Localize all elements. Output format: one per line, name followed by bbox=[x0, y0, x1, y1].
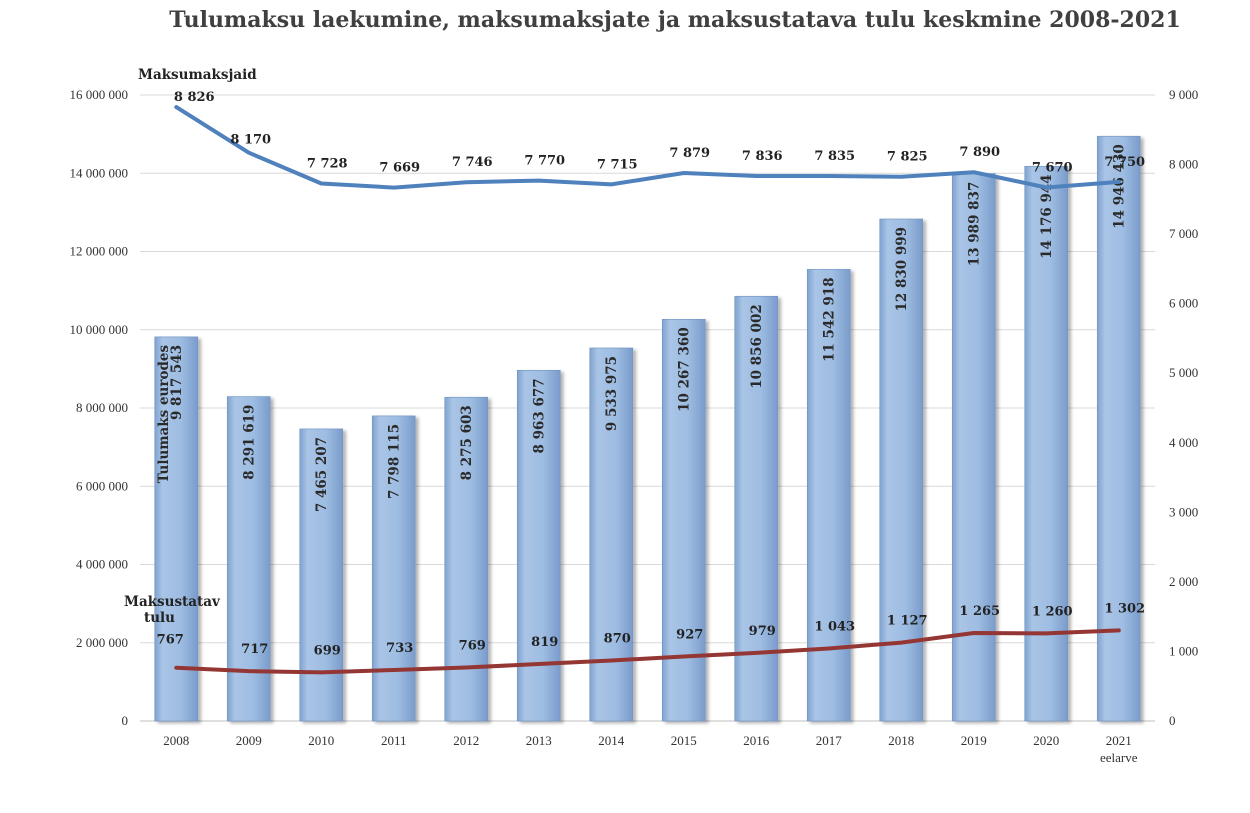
bar bbox=[154, 336, 199, 722]
right-axis-tick-label: 3 000 bbox=[1169, 504, 1198, 519]
right-axis-ticks: 0 1 000 2 000 3 000 4 000 5 000 6 000 7 000 8 00… bbox=[1169, 87, 1198, 728]
line-value-label: 1 043 bbox=[814, 619, 855, 634]
line-value-label: 767 bbox=[157, 633, 184, 648]
x-axis-tick-label: 2017 bbox=[816, 733, 843, 748]
left-axis-tick-label: 2 000 000 bbox=[76, 635, 128, 650]
line-series-name: Maksumaksjaid bbox=[138, 67, 257, 83]
x-axis-tick-label: 2016 bbox=[743, 733, 770, 748]
line-value-label: 1 265 bbox=[959, 604, 1000, 619]
series-line bbox=[174, 105, 1121, 190]
bar-value-label: 9 533 975 bbox=[604, 356, 620, 431]
bar-value-label: 7 465 207 bbox=[314, 437, 330, 512]
left-axis-tick-label: 12 000 000 bbox=[70, 244, 129, 259]
gridlines bbox=[140, 94, 1155, 722]
line-value-label: 7 835 bbox=[814, 149, 855, 164]
x-axis-tick-label: 2011 bbox=[381, 733, 407, 748]
right-axis-tick-label: 8 000 bbox=[1169, 157, 1198, 172]
line-value-label: 7 715 bbox=[597, 157, 638, 172]
line-series: 8 826 8 170 7 728 7 669 7 746 7 770 7 715 7 879… bbox=[157, 90, 1145, 675]
x-axis-tick-label: 2015 bbox=[671, 733, 697, 748]
line-value-label: 7 750 bbox=[1104, 155, 1145, 170]
x-axis-tick-label: 2009 bbox=[236, 733, 262, 748]
right-axis-tick-label: 2 000 bbox=[1169, 574, 1198, 589]
left-axis-tick-label: 8 000 000 bbox=[76, 400, 128, 415]
line-value-label: 979 bbox=[749, 624, 776, 639]
bar bbox=[951, 173, 996, 722]
x-axis-tick-label: 2018 bbox=[888, 733, 914, 748]
line-value-label: 7 890 bbox=[959, 145, 1000, 160]
line-value-label: 927 bbox=[676, 628, 703, 643]
x-axis-tick-label: 2013 bbox=[526, 733, 552, 748]
bar-value-label: 13 989 837 bbox=[967, 182, 983, 267]
bar-value-label: 11 542 918 bbox=[822, 277, 838, 362]
line-value-label: 819 bbox=[531, 635, 558, 650]
line-value-label: 1 302 bbox=[1104, 601, 1145, 616]
x-axis-ticks: 2008 2009 2010 2011 2012 2013 2014 2015 2016 2017… bbox=[163, 733, 1137, 765]
bar-labels: 9 817 543 8 291 619 7 465 207 7 798 115 8 27… bbox=[169, 144, 1128, 512]
right-axis-tick-label: 5 000 bbox=[1169, 365, 1198, 380]
bar bbox=[879, 218, 924, 722]
line-series-name: tulu bbox=[144, 610, 175, 626]
series-names: Tulumaks eurodes Maksumaksjaid Maksustatav… bbox=[124, 67, 257, 626]
line-value-label: 7 825 bbox=[887, 150, 928, 165]
bar bbox=[1096, 135, 1141, 722]
right-axis-tick-label: 7 000 bbox=[1169, 226, 1198, 241]
line-value-label: 7 879 bbox=[669, 146, 710, 161]
bar-value-label: 9 817 543 bbox=[169, 345, 185, 420]
x-axis-tick-label: 2019 bbox=[961, 733, 987, 748]
x-axis-tick-sublabel: eelarve bbox=[1100, 750, 1138, 765]
left-axis-tick-label: 6 000 000 bbox=[76, 478, 128, 493]
bar-value-label: 10 856 002 bbox=[749, 304, 765, 389]
left-axis-ticks: 0 2 000 000 4 000 000 6 000 000 8 000 000 10 … bbox=[70, 87, 129, 728]
left-axis-tick-label: 16 000 000 bbox=[70, 87, 129, 102]
bar-value-label: 7 798 115 bbox=[387, 424, 403, 499]
line-value-label: 733 bbox=[386, 641, 413, 656]
bar-value-label: 8 275 603 bbox=[459, 405, 475, 480]
bar-value-label: 10 267 360 bbox=[677, 327, 693, 412]
chart-title: Tulumaksu laekumine, maksumaksjate ja ma… bbox=[169, 7, 1181, 33]
line-value-label: 7 670 bbox=[1032, 161, 1073, 176]
line-value-label: 8 826 bbox=[174, 90, 215, 105]
bar-value-label: 8 291 619 bbox=[242, 405, 258, 480]
line-value-label: 7 836 bbox=[742, 149, 783, 164]
line-value-label: 870 bbox=[604, 631, 631, 646]
bar-series-name: Tulumaks eurodes bbox=[156, 344, 172, 483]
line-value-label: 1 127 bbox=[887, 614, 928, 629]
x-axis-tick-label: 2020 bbox=[1033, 733, 1059, 748]
right-axis-tick-label: 4 000 bbox=[1169, 435, 1198, 450]
line-value-label: 699 bbox=[314, 643, 341, 658]
series-line bbox=[174, 628, 1121, 675]
left-axis-tick-label: 4 000 000 bbox=[76, 557, 128, 572]
x-axis-tick-label: 2021 bbox=[1106, 733, 1132, 748]
x-axis-tick-label: 2014 bbox=[598, 733, 625, 748]
left-axis-tick-label: 10 000 000 bbox=[70, 322, 129, 337]
line-value-label: 7 770 bbox=[524, 154, 565, 169]
line-value-label: 1 260 bbox=[1032, 604, 1073, 619]
line-series-name: Maksustatav bbox=[124, 594, 221, 610]
x-axis-tick-label: 2008 bbox=[163, 733, 189, 748]
line-value-label: 717 bbox=[241, 642, 268, 657]
line-value-label: 8 170 bbox=[230, 133, 271, 148]
left-axis-tick-label: 0 bbox=[122, 713, 129, 728]
right-axis-tick-label: 0 bbox=[1169, 713, 1176, 728]
line-value-label: 7 669 bbox=[379, 161, 420, 176]
right-axis-tick-label: 6 000 bbox=[1169, 296, 1198, 311]
right-axis-tick-label: 9 000 bbox=[1169, 87, 1198, 102]
bar bbox=[1024, 166, 1069, 722]
line-value-label: 769 bbox=[459, 639, 486, 654]
line-value-label: 7 746 bbox=[452, 155, 493, 170]
bar-value-label: 14 176 944 bbox=[1039, 174, 1055, 259]
bar bbox=[226, 396, 271, 722]
bar-value-label: 12 830 999 bbox=[894, 227, 910, 312]
x-axis-tick-label: 2012 bbox=[453, 733, 479, 748]
right-axis-tick-label: 1 000 bbox=[1169, 643, 1198, 658]
left-axis-tick-label: 14 000 000 bbox=[70, 165, 129, 180]
bar-value-label: 14 946 430 bbox=[1112, 144, 1128, 229]
bar-value-label: 8 963 677 bbox=[532, 378, 548, 453]
x-axis-tick-label: 2010 bbox=[308, 733, 334, 748]
line-value-label: 7 728 bbox=[307, 156, 348, 171]
